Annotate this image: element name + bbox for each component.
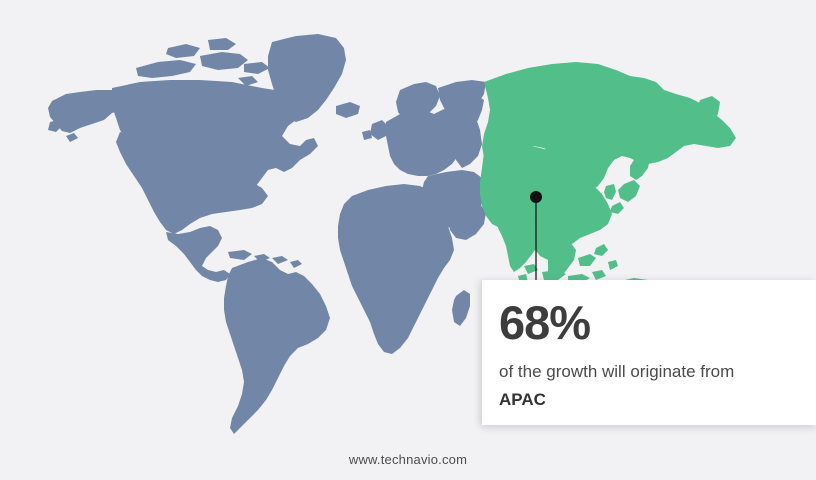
- rest-of-world-regions: [48, 34, 486, 434]
- apac-map-pin: [530, 191, 542, 282]
- world-map-svg: [48, 34, 736, 434]
- region-caribbean: [228, 250, 302, 268]
- region-siberia: [482, 62, 736, 194]
- region-japan: [610, 154, 650, 214]
- region-british-isles: [362, 120, 388, 140]
- region-mexico-central-america: [166, 226, 230, 282]
- callout-description-emphasis: APAC: [499, 390, 546, 409]
- region-scandinavia: [396, 82, 440, 124]
- region-south-america: [224, 258, 330, 434]
- region-western-russia: [438, 80, 486, 168]
- region-korea: [604, 184, 616, 200]
- region-africa: [338, 184, 454, 354]
- callout-description-prefix: of the growth will originate from: [499, 362, 735, 381]
- growth-share-stat: 68%: [499, 296, 591, 349]
- region-sakhalin: [646, 134, 660, 152]
- pin-dot-icon: [530, 191, 542, 203]
- callout-description: of the growth will originate from APAC: [499, 358, 784, 414]
- region-kamchatka: [696, 96, 720, 130]
- region-greenland: [268, 34, 346, 122]
- region-united-states: [116, 132, 268, 234]
- region-china-central-asia: [480, 146, 612, 260]
- region-canadian-arctic: [136, 38, 270, 86]
- apac-callout-card: 68% of the growth will originate from AP…: [482, 280, 816, 425]
- region-alaska: [48, 90, 130, 142]
- region-madagascar: [452, 290, 470, 326]
- footer-url[interactable]: www.technavio.com: [348, 452, 468, 467]
- region-iceland: [336, 102, 360, 118]
- region-india: [498, 214, 542, 272]
- world-map: [48, 34, 736, 434]
- region-arabia: [448, 202, 486, 240]
